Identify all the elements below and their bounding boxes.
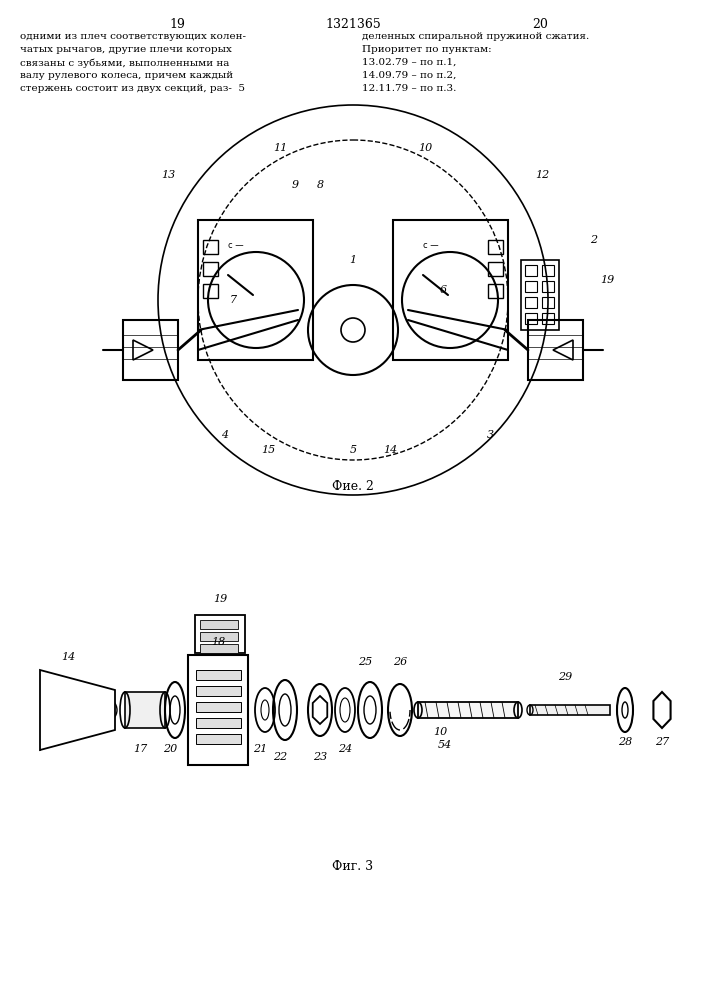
Text: Фие. 2: Фие. 2 xyxy=(332,480,374,493)
Text: 23: 23 xyxy=(313,752,327,762)
Text: 18: 18 xyxy=(211,637,225,647)
Text: 25: 25 xyxy=(358,657,372,667)
Text: 28: 28 xyxy=(618,737,632,747)
Text: 7: 7 xyxy=(230,295,237,305)
Bar xyxy=(528,320,583,380)
Text: 12: 12 xyxy=(535,170,549,180)
Text: валу рулевого колеса, причем каждый: валу рулевого колеса, причем каждый xyxy=(20,71,233,80)
Bar xyxy=(123,320,178,380)
Text: 24: 24 xyxy=(338,744,352,754)
Text: 29: 29 xyxy=(558,672,572,682)
Text: 21: 21 xyxy=(253,744,267,754)
Text: 12.11.79 – по п.3.: 12.11.79 – по п.3. xyxy=(362,84,457,93)
Text: 17: 17 xyxy=(133,744,147,754)
Bar xyxy=(393,220,508,360)
Text: 1: 1 xyxy=(349,255,356,265)
Text: 8: 8 xyxy=(317,180,324,190)
Text: 19: 19 xyxy=(600,275,614,285)
Bar xyxy=(542,265,554,276)
Bar xyxy=(196,718,241,728)
Polygon shape xyxy=(40,670,115,750)
Polygon shape xyxy=(312,696,327,724)
Text: Приоритет по пунктам:: Приоритет по пунктам: xyxy=(362,45,491,54)
Text: 13: 13 xyxy=(160,170,175,180)
Text: 11: 11 xyxy=(273,143,287,153)
Bar xyxy=(196,686,241,696)
Bar xyxy=(488,262,503,276)
Polygon shape xyxy=(653,692,670,728)
Bar xyxy=(200,644,238,653)
Text: связаны с зубьями, выполненными на: связаны с зубьями, выполненными на xyxy=(20,58,229,68)
Text: 15: 15 xyxy=(261,445,275,455)
Bar xyxy=(195,615,245,653)
Bar xyxy=(188,655,248,765)
Bar xyxy=(542,313,554,324)
Bar xyxy=(488,240,503,254)
Bar xyxy=(196,734,241,744)
Bar xyxy=(542,297,554,308)
Text: 20: 20 xyxy=(163,744,177,754)
Text: 2: 2 xyxy=(590,235,597,245)
Text: 14: 14 xyxy=(61,652,75,662)
Bar xyxy=(200,620,238,629)
Bar xyxy=(525,297,537,308)
Text: 22: 22 xyxy=(273,752,287,762)
Text: 1321365: 1321365 xyxy=(325,18,381,31)
Text: деленных спиральной пружиной сжатия.: деленных спиральной пружиной сжатия. xyxy=(362,32,589,41)
Text: 10: 10 xyxy=(418,143,432,153)
Bar xyxy=(196,670,241,680)
Bar xyxy=(203,284,218,298)
Bar xyxy=(521,260,559,330)
Bar xyxy=(488,284,503,298)
Text: 27: 27 xyxy=(655,737,669,747)
Text: 5: 5 xyxy=(349,445,356,455)
Bar xyxy=(525,281,537,292)
Bar xyxy=(418,702,518,718)
Bar xyxy=(203,240,218,254)
Text: 14: 14 xyxy=(383,445,397,455)
Text: 6: 6 xyxy=(440,285,447,295)
Text: 19: 19 xyxy=(213,594,227,604)
Bar xyxy=(542,281,554,292)
Bar xyxy=(525,265,537,276)
Text: стержень состоит из двух секций, раз-  5: стержень состоит из двух секций, раз- 5 xyxy=(20,84,245,93)
Text: с —: с — xyxy=(228,241,244,250)
Bar xyxy=(203,262,218,276)
Text: Фиг. 3: Фиг. 3 xyxy=(332,860,373,873)
Text: чатых рычагов, другие плечи которых: чатых рычагов, другие плечи которых xyxy=(20,45,232,54)
Bar xyxy=(530,705,610,715)
Bar xyxy=(196,702,241,712)
Bar xyxy=(525,313,537,324)
Text: 20: 20 xyxy=(532,18,548,31)
Text: с —: с — xyxy=(423,241,439,250)
Text: 3: 3 xyxy=(486,430,493,440)
Text: 4: 4 xyxy=(221,430,228,440)
Text: 10: 10 xyxy=(433,727,447,737)
Text: 9: 9 xyxy=(291,180,298,190)
Bar xyxy=(198,220,313,360)
Text: 26: 26 xyxy=(393,657,407,667)
Text: 13.02.79 – по п.1,: 13.02.79 – по п.1, xyxy=(362,58,457,67)
Text: 54: 54 xyxy=(438,740,452,750)
Text: одними из плеч соответствующих колен-: одними из плеч соответствующих колен- xyxy=(20,32,246,41)
Bar xyxy=(125,692,165,728)
Text: 19: 19 xyxy=(169,18,185,31)
Bar xyxy=(200,632,238,641)
Text: 14.09.79 – по п.2,: 14.09.79 – по п.2, xyxy=(362,71,457,80)
